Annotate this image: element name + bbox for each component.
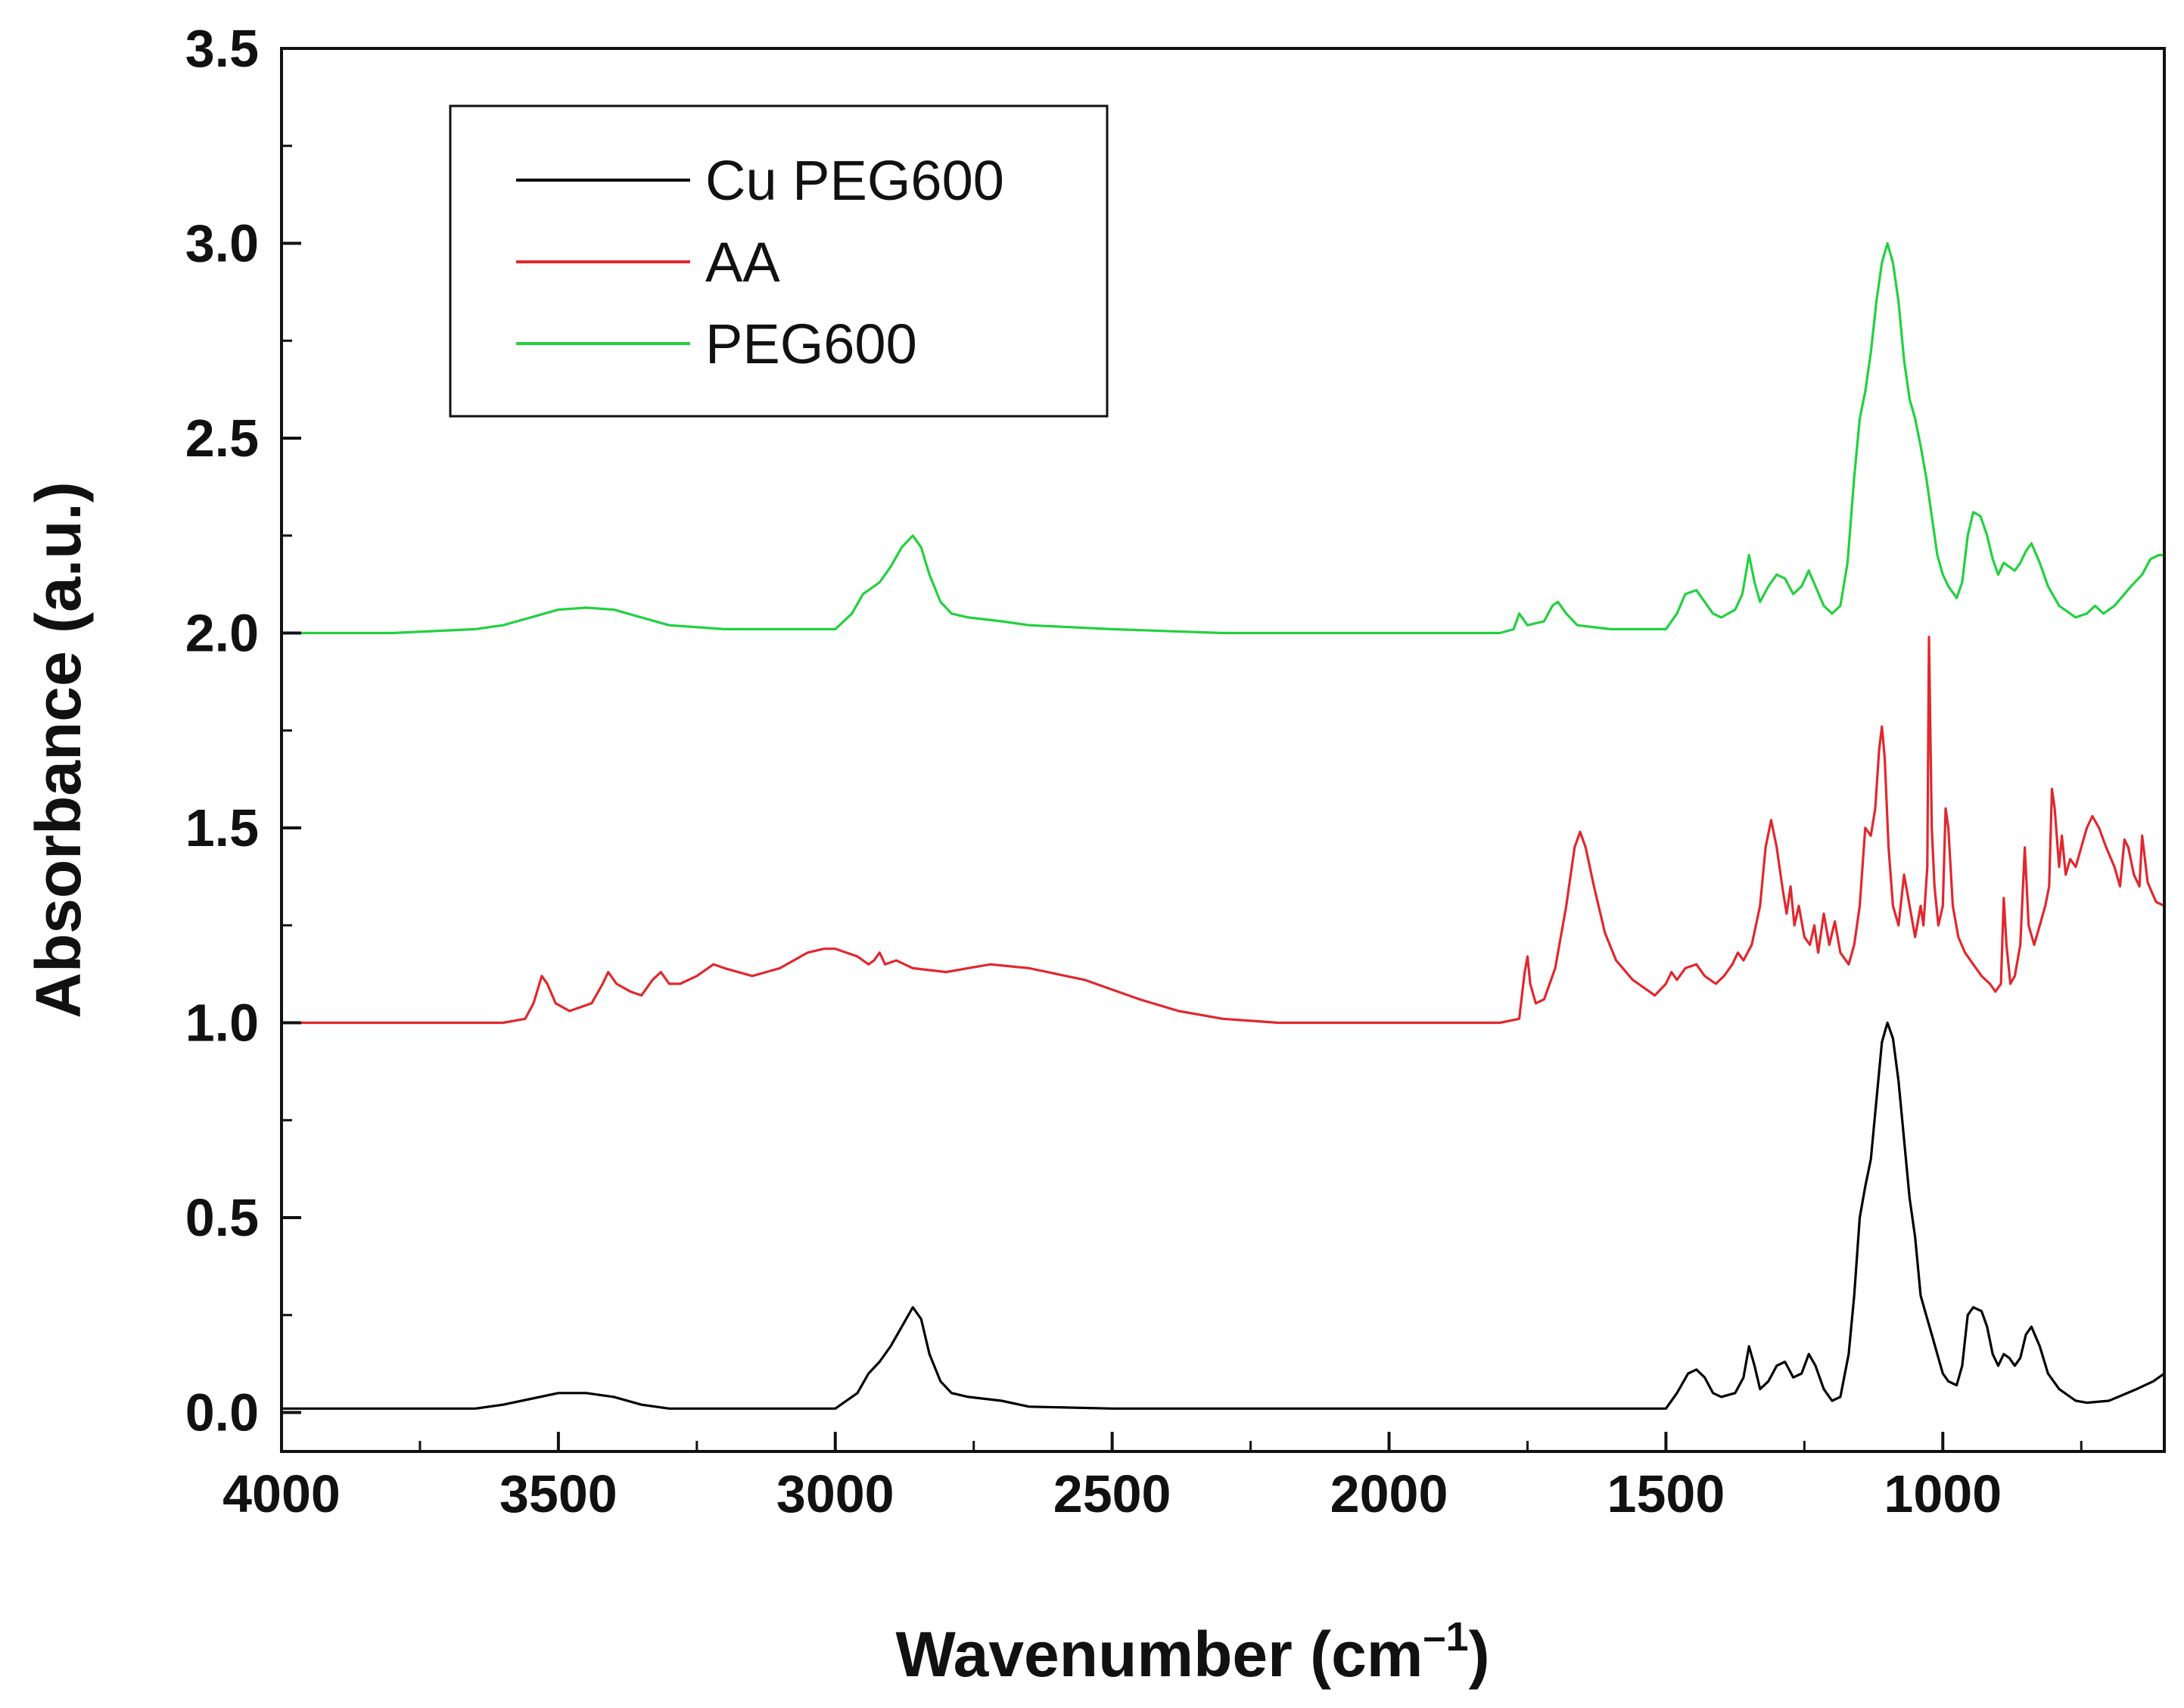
x-axis-title-main: Wavenumber (cm [895,1619,1423,1690]
y-tick-label: 3.0 [185,214,259,273]
y-tick-label: 2.0 [185,604,259,663]
x-axis-title-superscript: –1 [1423,1614,1469,1660]
x-tick-label: 3500 [499,1464,618,1523]
x-tick-label: 3000 [776,1464,894,1523]
series-line-aa [282,636,2165,1025]
x-tick-label: 1500 [1607,1464,1725,1523]
series-line-peg600 [282,241,2164,635]
legend: Cu PEG600 AA PEG600 [449,104,1109,418]
y-tick-label: 3.5 [185,19,259,78]
plot-frame [280,47,2166,1453]
x-axis-title: Wavenumber (cm–1) [895,1614,1489,1690]
y-tick-label: 0.5 [185,1188,259,1247]
y-tick-label: 2.5 [185,409,259,468]
ticks-layer: 4000 3500 3000 2500 2000 1500 1000 0.0 0.5 1.0 1.5… [185,19,2083,1523]
y-tick-label: 1.0 [185,994,259,1053]
x-tick-label: 2000 [1330,1464,1448,1523]
x-tick-label: 1000 [1884,1464,2002,1523]
x-tick-label: 4000 [222,1464,341,1523]
legend-label-cupeg600: Cu PEG600 [705,149,1004,212]
y-tick-label: 0.0 [185,1383,259,1442]
y-tick-label: 1.5 [185,798,259,857]
series-layer [282,241,2165,1410]
x-axis-title-close: ) [1469,1619,1490,1690]
y-axis-title: Absorbance (a.u.) [23,481,94,1018]
x-tick-label: 2500 [1053,1464,1171,1523]
legend-label-peg600: PEG600 [705,313,917,375]
legend-label-aa: AA [705,231,780,294]
series-line-cupeg600 [282,1021,2165,1410]
